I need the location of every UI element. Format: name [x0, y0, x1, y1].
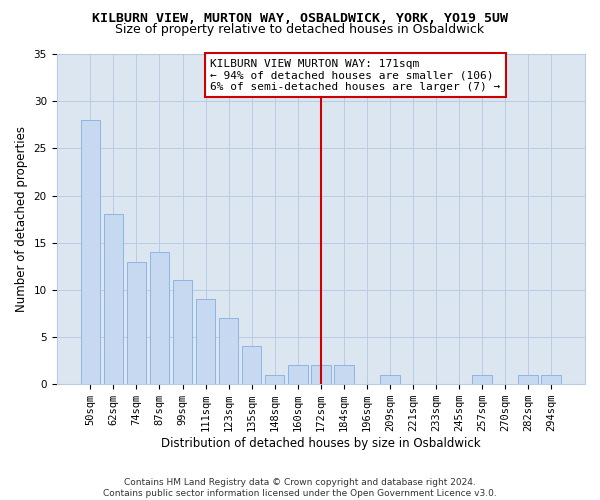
- Text: KILBURN VIEW, MURTON WAY, OSBALDWICK, YORK, YO19 5UW: KILBURN VIEW, MURTON WAY, OSBALDWICK, YO…: [92, 12, 508, 26]
- Bar: [196, 300, 215, 384]
- Bar: [104, 214, 123, 384]
- Y-axis label: Number of detached properties: Number of detached properties: [15, 126, 28, 312]
- Text: KILBURN VIEW MURTON WAY: 171sqm
← 94% of detached houses are smaller (106)
6% of: KILBURN VIEW MURTON WAY: 171sqm ← 94% of…: [210, 58, 500, 92]
- Text: Contains HM Land Registry data © Crown copyright and database right 2024.
Contai: Contains HM Land Registry data © Crown c…: [103, 478, 497, 498]
- X-axis label: Distribution of detached houses by size in Osbaldwick: Distribution of detached houses by size …: [161, 437, 481, 450]
- Bar: [219, 318, 238, 384]
- Bar: [173, 280, 193, 384]
- Bar: [242, 346, 262, 384]
- Bar: [288, 366, 308, 384]
- Bar: [265, 375, 284, 384]
- Bar: [80, 120, 100, 384]
- Bar: [541, 375, 561, 384]
- Bar: [149, 252, 169, 384]
- Text: Size of property relative to detached houses in Osbaldwick: Size of property relative to detached ho…: [115, 22, 485, 36]
- Bar: [334, 366, 353, 384]
- Bar: [518, 375, 538, 384]
- Bar: [380, 375, 400, 384]
- Bar: [311, 366, 331, 384]
- Bar: [127, 262, 146, 384]
- Bar: [472, 375, 492, 384]
